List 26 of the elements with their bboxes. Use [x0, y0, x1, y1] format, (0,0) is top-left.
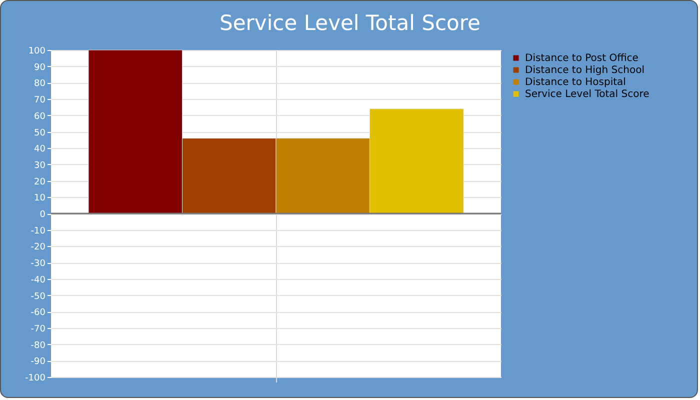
- y-tick-label: -50: [30, 292, 46, 302]
- y-tick-label: 70: [34, 96, 46, 106]
- legend-label: Distance to High School: [525, 65, 644, 76]
- y-tick-label: -90: [30, 357, 46, 368]
- y-tick-label: -80: [30, 340, 46, 351]
- y-tick-label: 30: [34, 160, 46, 171]
- y-tick-label: 80: [34, 79, 46, 90]
- y-tick-label: 100: [28, 46, 46, 56]
- y-tick-label: -40: [30, 275, 46, 286]
- y-tick-label: 0: [40, 210, 46, 220]
- legend-label: Distance to Post Office: [525, 53, 638, 64]
- y-tick-label: -20: [30, 242, 46, 253]
- y-tick-label: 90: [34, 62, 46, 73]
- y-tick-label: 60: [34, 112, 46, 122]
- y-tick-label: -30: [30, 259, 46, 270]
- chart-title: Service Level Total Score: [220, 11, 480, 35]
- y-tick-label: 10: [34, 194, 46, 204]
- y-tick-label: -100: [25, 374, 46, 384]
- legend-label: Distance to Hospital: [525, 77, 626, 88]
- y-tick-label: -10: [30, 226, 46, 236]
- y-tick-label: -70: [30, 324, 46, 334]
- y-tick-label: 20: [34, 177, 46, 188]
- legend-label: Service Level Total Score: [525, 89, 650, 100]
- y-tick-label: -60: [30, 308, 46, 318]
- y-tick-label: 40: [34, 144, 46, 155]
- y-tick-label: 50: [34, 128, 46, 138]
